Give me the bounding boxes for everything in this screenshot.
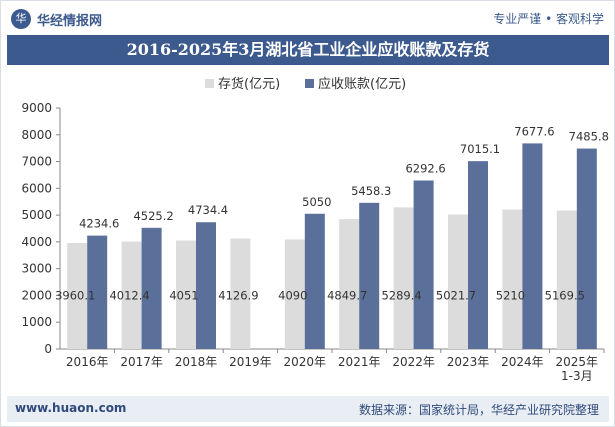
legend-inventory-swatch <box>205 79 214 88</box>
inventory-bar <box>393 207 414 349</box>
receivables-bar <box>468 161 488 349</box>
legend-receivables-swatch <box>305 79 314 88</box>
x-tick-label: 2023年 <box>447 355 490 369</box>
receivables-bar <box>359 202 380 349</box>
x-tick-label: 2021年 <box>338 355 381 369</box>
x-tick-label: 2022年 <box>392 355 435 369</box>
receivables-bar <box>304 213 325 349</box>
receivables-data-label: 5458.3 <box>351 184 391 198</box>
brand-logo-icon: 华经 <box>11 9 31 45</box>
brand: 华经 华经情报网 <box>11 9 103 45</box>
inventory-bar <box>556 210 577 349</box>
receivables-bar <box>141 227 162 349</box>
inventory-data-label: 5289.4 <box>381 288 421 302</box>
y-tick-label: 0 <box>44 342 52 356</box>
x-tick-label: 2024年 <box>501 355 544 369</box>
bar-chart: 0 1000 2000 3000 4000 5000 6000 7000 8000 9000 201… <box>21 76 609 383</box>
y-tick-label: 9000 <box>21 101 52 115</box>
inventory-data-label: 4012.4 <box>109 288 149 302</box>
inventory-bar <box>284 239 305 349</box>
y-tick-label: 5000 <box>21 208 52 222</box>
x-tick-label: 2018年 <box>175 355 218 369</box>
inventory-bar <box>176 240 196 349</box>
x-tick-label: 2020年 <box>284 355 327 369</box>
receivables-bar <box>413 180 434 349</box>
receivables-data-label: 6292.6 <box>405 161 445 175</box>
inventory-data-label: 4090 <box>278 288 307 302</box>
legend-receivables-label: 应收账款(亿元) <box>318 76 406 92</box>
receivables-data-label: 7485.8 <box>569 130 609 144</box>
footer-source: 数据来源：国家统计局，华经产业研究院整理 <box>358 403 599 417</box>
receivables-data-label: 4234.6 <box>79 217 119 231</box>
inventory-data-label: 4051 <box>169 288 198 302</box>
inventory-bar <box>448 214 468 349</box>
receivables-data-label: 4525.2 <box>133 209 173 223</box>
inventory-data-label: 5169.5 <box>545 288 585 302</box>
inventory-data-label: 5021.7 <box>436 288 476 302</box>
brand-slogan: 专业严谨 • 客观科学 <box>493 12 604 26</box>
receivables-data-label: 4734.4 <box>188 203 228 217</box>
receivables-data-label: 7677.6 <box>514 124 554 138</box>
footer-bar: www.huaon.com 数据来源：国家统计局，华经产业研究院整理 <box>7 396 609 422</box>
receivables-bar <box>196 222 216 349</box>
inventory-bar <box>339 219 360 349</box>
inventory-data-label: 3960.1 <box>55 288 95 302</box>
x-tick-label: 2016年 <box>66 355 109 369</box>
x-tick-label: 2019年 <box>229 355 272 369</box>
footer-website-link[interactable]: www.huaon.com <box>15 401 127 415</box>
legend-inventory-label: 存货(亿元) <box>218 76 280 92</box>
y-tick-label: 6000 <box>21 181 52 195</box>
receivables-data-label: 7015.1 <box>460 142 500 156</box>
inventory-bar <box>121 241 142 349</box>
receivables-bar <box>522 143 543 349</box>
x-tick-label: 1-3月 <box>561 369 593 383</box>
inventory-data-label: 4126.9 <box>218 288 258 302</box>
y-tick-label: 8000 <box>21 128 52 142</box>
y-tick-label: 1000 <box>21 315 52 329</box>
y-tick-label: 7000 <box>21 155 52 169</box>
header-bar: 华经 华经情报网 专业严谨 • 客观科学 <box>1 1 614 45</box>
inventory-bar <box>502 209 523 349</box>
x-tick-label: 2017年 <box>120 355 163 369</box>
x-tick-label: 2025年 <box>556 355 599 369</box>
receivables-bar <box>87 235 108 349</box>
inventory-data-label: 5210 <box>496 288 525 302</box>
y-tick-label: 4000 <box>21 235 52 249</box>
inventory-bar <box>67 242 88 349</box>
y-tick-label: 3000 <box>21 262 52 276</box>
chart-title: 2016-2025年3月湖北省工业企业应收账款及存货 <box>7 35 609 65</box>
inventory-bar <box>230 238 251 349</box>
brand-name: 华经情报网 <box>37 13 103 29</box>
receivables-bar <box>576 148 597 349</box>
receivables-data-label: 5050 <box>302 195 331 209</box>
y-tick-label: 2000 <box>21 288 52 302</box>
inventory-data-label: 4849.7 <box>327 288 367 302</box>
